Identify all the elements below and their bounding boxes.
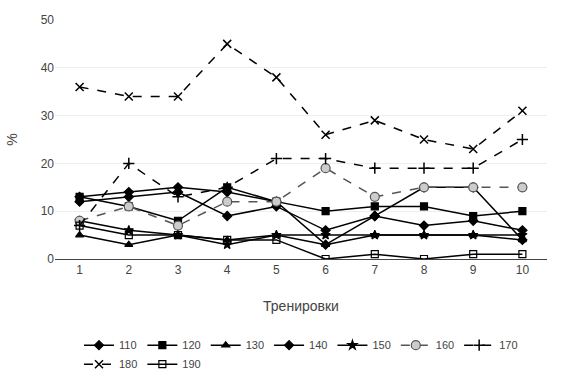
svg-text:110: 110: [119, 339, 137, 351]
svg-text:20: 20: [41, 157, 55, 171]
svg-text:5: 5: [273, 263, 280, 277]
svg-text:8: 8: [421, 263, 428, 277]
svg-text:%: %: [4, 133, 20, 145]
svg-text:0: 0: [47, 252, 54, 266]
svg-text:4: 4: [224, 263, 231, 277]
svg-text:2: 2: [125, 263, 132, 277]
svg-text:170: 170: [499, 339, 517, 351]
svg-text:10: 10: [41, 204, 55, 218]
svg-text:30: 30: [41, 109, 55, 123]
svg-text:120: 120: [182, 339, 200, 351]
svg-text:190: 190: [182, 358, 200, 370]
svg-text:140: 140: [309, 339, 327, 351]
svg-text:160: 160: [436, 339, 454, 351]
svg-text:3: 3: [175, 263, 182, 277]
svg-text:150: 150: [372, 339, 390, 351]
svg-text:1: 1: [76, 263, 83, 277]
svg-text:7: 7: [371, 263, 378, 277]
svg-text:Тренировки: Тренировки: [263, 298, 339, 314]
svg-text:9: 9: [470, 263, 477, 277]
svg-text:130: 130: [246, 339, 264, 351]
svg-text:180: 180: [119, 358, 137, 370]
svg-text:40: 40: [41, 61, 55, 75]
svg-text:10: 10: [516, 263, 530, 277]
svg-text:6: 6: [322, 263, 329, 277]
svg-text:50: 50: [41, 13, 55, 27]
